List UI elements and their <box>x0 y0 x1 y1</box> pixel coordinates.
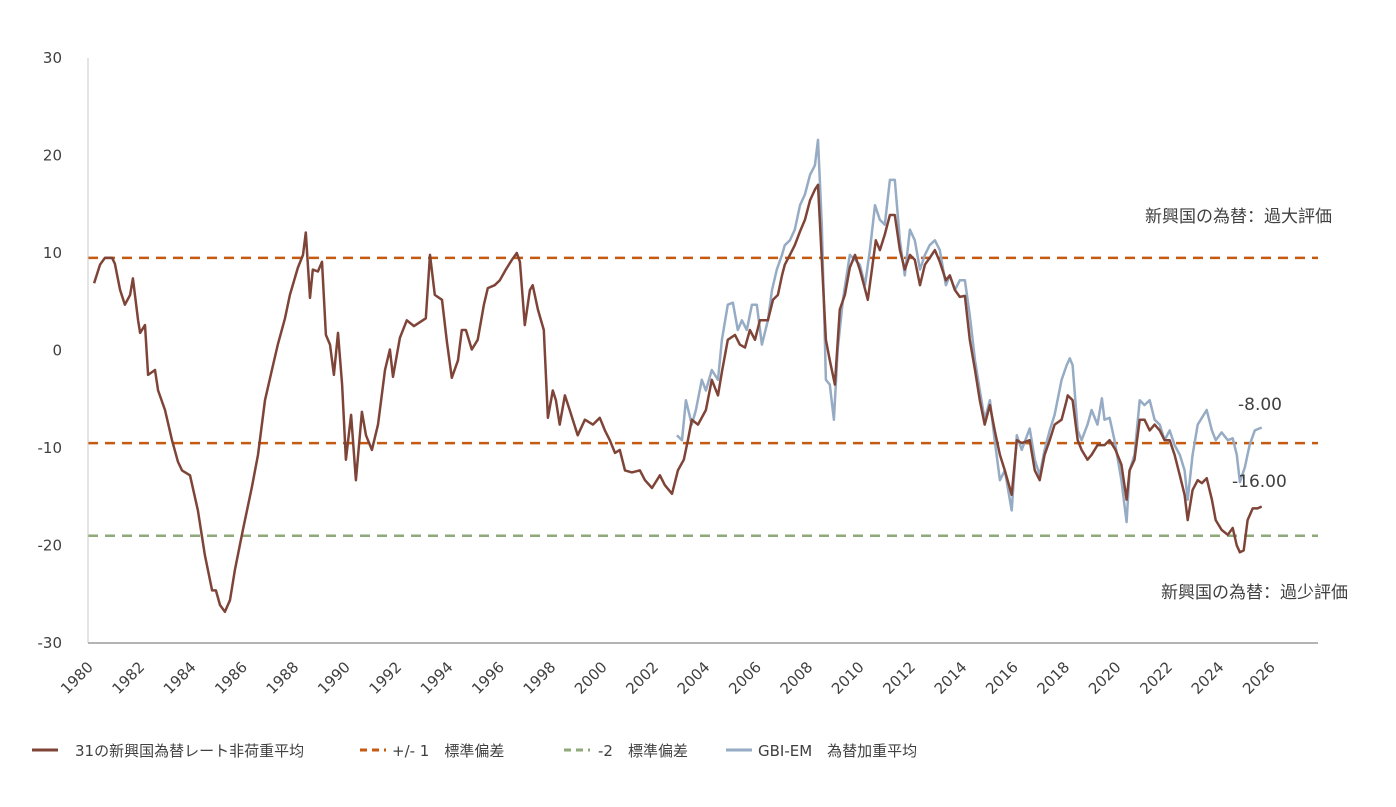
y-tick-label: -20 <box>38 537 63 555</box>
x-tick-label: 2024 <box>1188 658 1228 698</box>
x-tick-labels: 1980 1982 1984 1986 1988 1990 1992 1994 1996 1998… <box>57 658 1279 698</box>
x-tick-label: 2006 <box>725 658 765 698</box>
x-tick-label: 1982 <box>108 658 148 698</box>
reference-lines <box>88 256 1318 537</box>
x-tick-label: 1984 <box>160 658 200 698</box>
x-tick-label: 2022 <box>1136 658 1176 698</box>
y-tick-label: -10 <box>38 439 63 457</box>
legend-label: +/- 1 標準偏差 <box>392 742 504 760</box>
x-tick-label: 2002 <box>622 658 662 698</box>
x-tick-label: 1986 <box>211 658 251 698</box>
x-tick-label: 1990 <box>314 658 354 698</box>
x-tick-label: 2010 <box>828 658 868 698</box>
legend-label: GBI-EM 為替加重平均 <box>758 742 917 760</box>
y-tick-label: 10 <box>43 244 62 262</box>
y-tick-label: -30 <box>38 634 63 652</box>
x-tick-label: 1996 <box>468 658 508 698</box>
series-line-0 <box>92 183 1263 614</box>
legend-item: -2 標準偏差 <box>564 742 688 760</box>
y-tick-label: 0 <box>52 342 62 360</box>
x-tick-label: 1998 <box>520 658 560 698</box>
legend-label: 31の新興国為替レート非荷重平均 <box>75 742 304 760</box>
x-tick-label: 2020 <box>1085 658 1125 698</box>
x-tick-label: 2008 <box>777 658 817 698</box>
legend-label: -2 標準偏差 <box>598 742 688 760</box>
y-tick-label: 20 <box>43 147 62 165</box>
x-tick-label: 2018 <box>1034 658 1074 698</box>
x-tick-label: 1988 <box>263 658 303 698</box>
annotation-overvalued: 新興国の為替：過大評価 <box>1145 207 1332 227</box>
y-tick-labels: 30 20 10 0 -10 -20 -30 <box>38 49 63 652</box>
x-tick-label: 1994 <box>417 658 457 698</box>
x-tick-label: 1980 <box>57 658 97 698</box>
x-tick-label: 2014 <box>931 658 971 698</box>
data-label-gbi: -8.00 <box>1238 395 1282 415</box>
annotation-undervalued: 新興国の為替：過少評価 <box>1161 583 1348 603</box>
y-tick-label: 30 <box>43 49 62 67</box>
x-tick-label: 2004 <box>674 658 714 698</box>
series-lines <box>92 138 1263 614</box>
legend-item: 31の新興国為替レート非荷重平均 <box>32 742 304 760</box>
x-tick-label: 2026 <box>1239 658 1279 698</box>
legend-item: +/- 1 標準偏差 <box>360 742 504 760</box>
x-tick-label: 2012 <box>879 658 919 698</box>
x-tick-label: 2000 <box>571 658 611 698</box>
legend-item: GBI-EM 為替加重平均 <box>726 742 917 760</box>
x-tick-label: 1992 <box>365 658 405 698</box>
series-line-1 <box>676 138 1263 524</box>
data-label-unweighted: -16.00 <box>1232 472 1287 492</box>
legend: 31の新興国為替レート非荷重平均 +/- 1 標準偏差 -2 標準偏差 GBI-EM … <box>32 742 917 760</box>
x-tick-label: 2016 <box>982 658 1022 698</box>
